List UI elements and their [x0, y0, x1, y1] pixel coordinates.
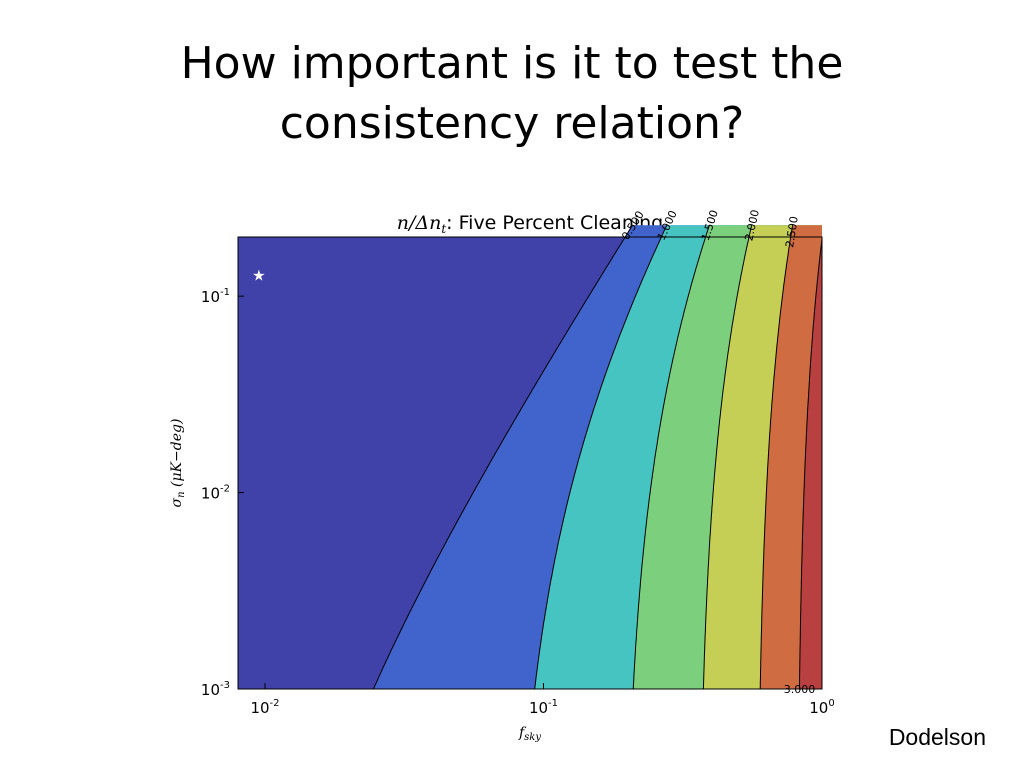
chart-title: n/Δnt: Five Percent Cleaning [397, 212, 664, 236]
y-tick-label: 10-3 [201, 680, 230, 699]
slide-title-line-1: How important is it to test the [180, 38, 844, 89]
y-axis-ticks: 10-3 10-2 10-1 [201, 287, 244, 699]
x-axis-label: fsky [518, 725, 541, 743]
region-above-3.000 [799, 239, 822, 689]
x-tick-label: 10-2 [250, 698, 279, 717]
plot-frame [237, 236, 823, 690]
contour-line-1.500 [632, 225, 710, 690]
contour-label-2.500: 2.500 [783, 215, 801, 248]
x-tick-label: 100 [809, 698, 834, 717]
y-tick-label: 10-1 [201, 287, 230, 306]
x-axis-ticks: 10-2 10-1 100 [250, 683, 835, 717]
contour-line-2.500 [759, 225, 794, 690]
x-tick-label: 10-1 [529, 698, 558, 717]
marker-star-icon: ★ [252, 268, 265, 285]
slide-title: How important is it to test the consiste… [0, 34, 1024, 154]
author-credit: Dodelson [888, 724, 986, 750]
contour-lines [372, 224, 823, 690]
y-tick-label: 10-2 [201, 484, 230, 503]
contour-line-1.000 [534, 224, 668, 690]
contour-line-2.000 [702, 225, 753, 690]
contour-fills [238, 225, 822, 689]
contour-line-0.500 [372, 224, 633, 690]
slide-title-line-2: consistency relation? [279, 98, 745, 149]
contour-line-3.000 [799, 238, 823, 689]
y-axis-label: σn (μK−deg) [169, 419, 187, 508]
